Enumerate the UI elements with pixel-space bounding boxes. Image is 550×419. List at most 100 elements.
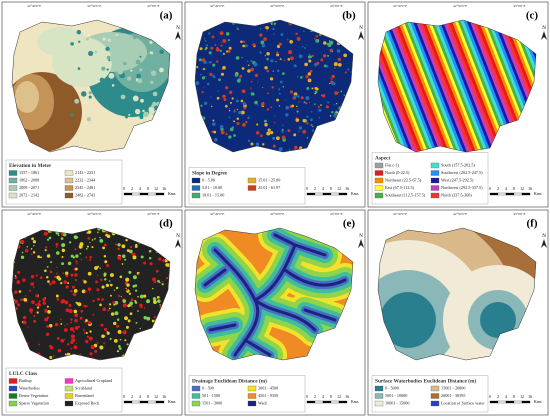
legend-swatch <box>191 400 201 407</box>
legend-label: Waterbodies <box>19 385 40 390</box>
legend-box <box>371 152 489 205</box>
scale-label: 2 <box>131 187 133 191</box>
legend-swatch <box>8 378 18 384</box>
scale-label: 16 <box>162 395 166 399</box>
legend-label: 5001 - 10000 <box>385 393 407 398</box>
scale-label: 4 <box>139 187 141 191</box>
map-outline <box>194 19 354 153</box>
legend-swatch <box>191 185 201 191</box>
legend-swatch <box>8 177 18 184</box>
coordinate-label: 42°50'0"E <box>270 4 284 8</box>
legend-label: Exposed Rock <box>75 400 100 405</box>
legend-label: 2345 - 2481 <box>75 185 95 190</box>
legend-title: LULC Class <box>9 371 37 377</box>
scale-bar <box>505 400 515 404</box>
map-outline <box>377 19 537 153</box>
map-outline <box>11 227 171 361</box>
legend-label: 15.01 - 25.00 <box>258 177 280 182</box>
legend-swatch <box>247 400 257 407</box>
legend-box <box>5 367 123 413</box>
panel-label: (f) <box>527 218 538 230</box>
legend-swatch <box>374 185 384 191</box>
scale-unit: Kms <box>534 191 542 196</box>
scale-bar <box>139 400 149 404</box>
coordinate-label: 43°0'0"E <box>330 212 343 216</box>
legend-box <box>188 375 306 413</box>
scale-bar <box>123 192 133 196</box>
scale-label: 16 <box>528 395 532 399</box>
scale-unit: Kms <box>351 399 359 404</box>
scale-label: 0 <box>306 187 308 191</box>
legend-label: Flat (-1) <box>385 162 399 167</box>
legend-label: East (67.5-112.5) <box>385 185 415 190</box>
legend-title: Elevation in Meter <box>9 163 52 169</box>
coordinate-label: 43°0'0"E <box>147 212 160 216</box>
legend-swatch <box>430 192 440 199</box>
legend-label: Dense Vegetation <box>19 393 49 398</box>
scale-bar <box>155 400 165 404</box>
legend-label: 25.01 - 61.97 <box>258 185 280 190</box>
north-label: N <box>359 234 363 239</box>
legend-swatch <box>430 393 440 399</box>
panel-label: (e) <box>343 218 356 230</box>
coordinate-label: 43°0'0"E <box>147 4 160 8</box>
legend-swatch <box>430 170 440 176</box>
scale-bar <box>314 400 324 404</box>
scale-label: 8 <box>147 395 149 399</box>
legend-label: 1557 - 1861 <box>19 170 39 175</box>
map-outline <box>377 227 537 361</box>
legend-swatch <box>64 393 74 399</box>
legend-swatch <box>374 162 384 169</box>
map-panel: 42°40'0"E 42°50'0"E 43°0'0"E(f) N Surface Wa… <box>367 209 549 416</box>
north-label: N <box>542 234 546 239</box>
scale-bar <box>497 192 507 196</box>
scale-label: 4 <box>322 395 324 399</box>
scale-label: 4 <box>322 187 324 191</box>
north-label: N <box>359 26 363 31</box>
scale-unit: Kms <box>351 191 359 196</box>
legend-swatch <box>64 385 74 392</box>
legend-swatch <box>64 400 74 407</box>
legend-swatch <box>374 385 384 392</box>
legend-label: 2009 - 2071 <box>19 185 39 190</box>
scale-label: 8 <box>513 187 515 191</box>
map-panel: 42°40'0"E 42°50'0"E 43°0'0"E (d)N LULC Class… <box>1 209 183 416</box>
legend-label: Location of Surface water <box>441 400 485 405</box>
legend-label: 0 - 5.00 <box>202 177 215 182</box>
coordinate-label: 42°40'0"E <box>27 212 41 216</box>
legend-label: 10001 - 15000 <box>385 400 409 405</box>
legend-label: 2143 - 2231 <box>75 170 95 175</box>
legend-swatch <box>8 393 18 399</box>
scale-bar <box>147 400 157 404</box>
scale-label: 8 <box>330 395 332 399</box>
panel-label: (d) <box>159 218 173 230</box>
panel-label: (a) <box>160 10 173 22</box>
legend-swatch <box>8 385 18 392</box>
legend-swatch <box>191 385 201 392</box>
legend-label: Sparse Vegetation <box>19 400 50 405</box>
scale-label: 0 <box>306 395 308 399</box>
scale-bar <box>322 400 332 404</box>
north-label: N <box>542 26 546 31</box>
scale-label: 4 <box>505 187 507 191</box>
scale-bar <box>131 192 141 196</box>
scale-unit: Kms <box>168 399 176 404</box>
scale-bar <box>338 192 348 196</box>
legend-label: North (337.5-360) <box>441 192 472 197</box>
scale-unit: Kms <box>534 399 542 404</box>
scale-label: 12 <box>520 395 524 399</box>
legend-label: 15001 - 20000 <box>441 385 465 390</box>
legend-swatch <box>8 192 18 199</box>
coordinate-label: 42°40'0"E <box>393 4 407 8</box>
scale-label: 2 <box>131 395 133 399</box>
north-label: N <box>176 26 180 31</box>
map-panel: 42°40'0"E 42°50'0"E 43°0'0"E(c)N AspectFlat… <box>367 1 549 208</box>
legend-label: Southwest (202.5-247.5) <box>441 170 483 175</box>
north-arrow <box>175 239 181 248</box>
scale-bar <box>330 192 340 196</box>
legend-label: 0 - 5000 <box>385 385 399 390</box>
north-arrow <box>541 31 547 40</box>
panel-label: (c) <box>526 10 539 22</box>
legend-swatch <box>430 385 440 392</box>
